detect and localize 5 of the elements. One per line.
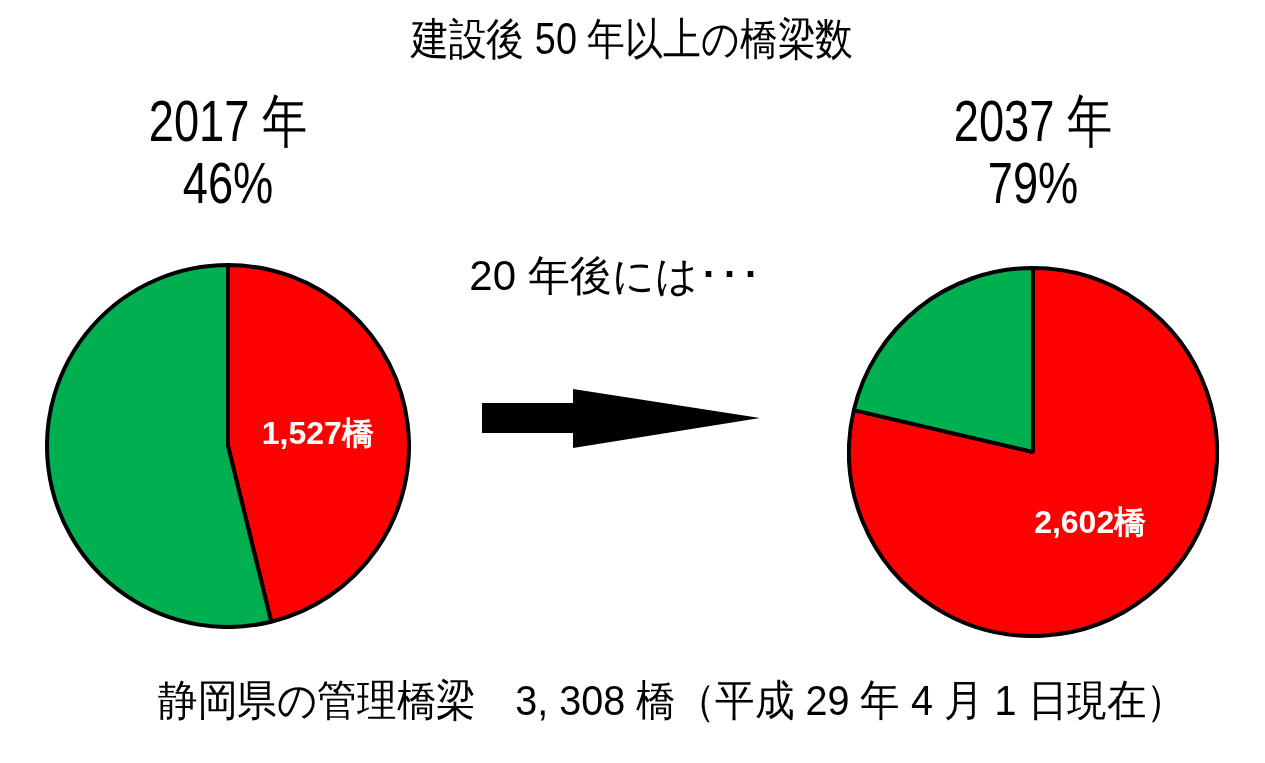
- data-label: 2,602橋: [1034, 503, 1147, 540]
- data-label: 1,527橋: [261, 414, 374, 451]
- text: 静岡県の管理橋梁 3, 308 橋（平成 29 年 4 月 1 日現在）: [158, 676, 1186, 726]
- text: 建設後 50 年以上の橋梁数: [410, 14, 854, 65]
- text: 20 年後には･･･: [469, 252, 761, 301]
